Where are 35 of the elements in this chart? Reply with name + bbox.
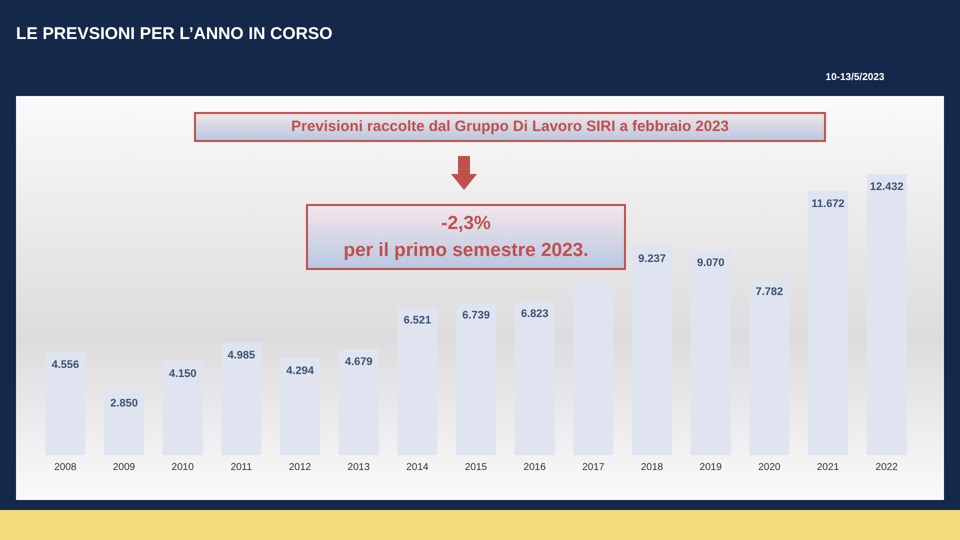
x-tick-label: 2018 <box>640 462 664 474</box>
data-label: 11.672 <box>812 198 845 210</box>
callout-box: -2,3% per il primo semestre 2023. <box>306 204 626 270</box>
data-label: 4.150 <box>168 368 196 380</box>
x-tick-label: 2020 <box>758 462 781 474</box>
text: 10-13/5/2023 <box>824 72 886 83</box>
x-tick-label: 2010 <box>172 462 194 474</box>
data-label: 4.294 <box>286 364 315 377</box>
x-tick-label: 2013 <box>348 462 370 474</box>
data-label: 7.782 <box>756 286 784 298</box>
data-label: 12.432 <box>870 181 904 193</box>
data-label: 2.850 <box>110 398 138 410</box>
data-label: 4.985 <box>228 349 256 362</box>
x-tick-label: 2016 <box>524 462 546 474</box>
data-label: 9.070 <box>696 256 724 269</box>
x-tick-label: 2012 <box>288 462 312 474</box>
x-tick-label: 2009 <box>112 462 136 474</box>
data-label: 4.679 <box>344 356 372 368</box>
data-label: 6.521 <box>404 314 432 327</box>
data-label: 9.237 <box>638 253 666 266</box>
annotation: -2,3% <box>440 212 492 236</box>
data-label: 4.556 <box>52 359 80 372</box>
x-tick-label: 2019 <box>700 462 722 474</box>
heading-box: Previsioni raccolte dal Gruppo Di Lavoro SIRI a febbraio 2023 <box>194 112 826 142</box>
chart-title: LE PREVSIONI PER L’ANNO IN CORSO <box>16 24 332 44</box>
x-tick-label: 2017 <box>582 462 605 474</box>
data-label: 6.823 <box>520 308 548 320</box>
x-tick-label: 2014 <box>406 462 429 474</box>
x-tick-label: 2021 <box>816 462 840 474</box>
x-tick-label: 2015 <box>464 462 488 474</box>
annotation: per il primo semestre 2023. <box>342 239 590 263</box>
x-tick-label: 2008 <box>54 462 77 474</box>
data-label: 6.739 <box>462 310 490 322</box>
x-tick-label: 2011 <box>230 462 253 474</box>
x-tick-label: 2022 <box>876 462 898 474</box>
